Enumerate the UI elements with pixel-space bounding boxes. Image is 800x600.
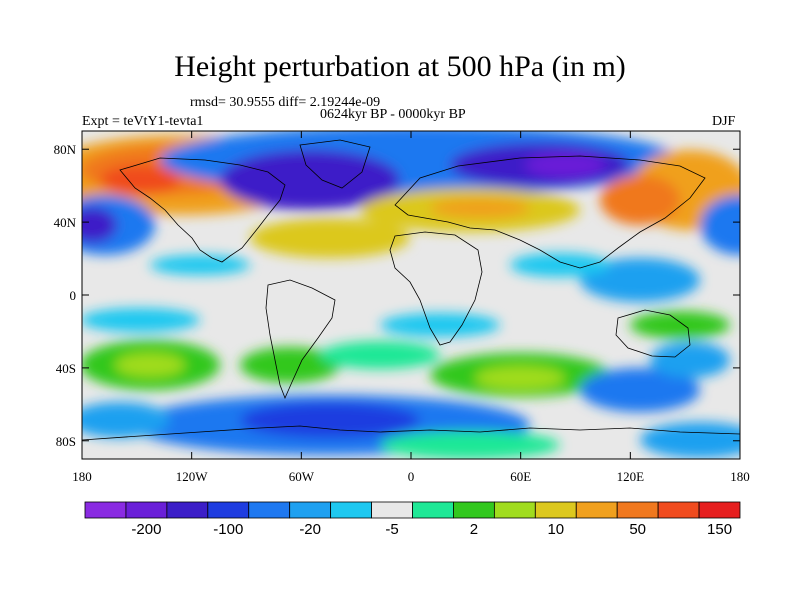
y-tick-label: 0	[70, 288, 77, 303]
colorbar-label: -20	[299, 521, 321, 538]
x-tick-label: 60E	[510, 469, 531, 484]
australia-coast	[615, 309, 691, 358]
x-tick-label: 0	[408, 469, 415, 484]
colorbar-label: 50	[629, 521, 646, 538]
antarctica-coast	[82, 425, 740, 441]
colorbar-swatch	[575, 501, 618, 519]
africa-coast	[389, 231, 483, 346]
map-title: Height perturbation at 500 hPa (in m)	[174, 50, 626, 83]
x-tick-label: 120E	[617, 469, 645, 484]
y-tick-label: 80S	[56, 434, 76, 449]
colorbar-label: -200	[131, 521, 161, 538]
period-label: 0624kyr BP - 0000kyr BP	[320, 107, 466, 122]
colorbar-label: 2	[470, 521, 478, 538]
colorbar-swatch	[166, 501, 209, 519]
colorbar-swatch	[412, 501, 454, 519]
colorbar-swatch	[616, 501, 659, 519]
colorbar-swatch	[534, 501, 577, 519]
y-axis: 80N 40N 0 40S 80S	[54, 142, 740, 449]
colorbar-swatch	[84, 501, 127, 519]
colorbar-swatch	[493, 501, 536, 519]
colorbar-swatch	[248, 501, 291, 519]
x-axis: 180 120W 60W 0 60E 120E 180	[72, 131, 750, 484]
colorbar-swatch	[657, 501, 700, 519]
x-tick-label: 60W	[289, 469, 315, 484]
season-label: DJF	[712, 114, 736, 129]
colorbar-swatch	[453, 501, 495, 519]
colorbar-label: 10	[547, 521, 564, 538]
x-tick-label: 180	[72, 469, 92, 484]
y-tick-label: 80N	[54, 142, 77, 157]
greenland-coast	[299, 139, 371, 189]
contour-field	[82, 131, 740, 459]
colorbar-label: 150	[707, 521, 732, 538]
colorbar: -200 -100 -20 -5 2 10 50 150	[84, 501, 741, 538]
experiment-label: Expt = teVtY1-tevta1	[82, 114, 204, 129]
north-america-coast	[119, 157, 286, 263]
colorbar-label: -100	[213, 521, 243, 538]
coastlines	[82, 139, 740, 441]
colorbar-swatch	[207, 501, 250, 519]
colorbar-label: -5	[385, 521, 398, 538]
y-tick-label: 40S	[56, 361, 76, 376]
colorbar-swatch	[330, 501, 372, 519]
colorbar-swatch	[698, 501, 741, 519]
colorbar-swatch	[125, 501, 168, 519]
colorbar-swatch	[371, 501, 413, 519]
y-tick-label: 40N	[54, 215, 77, 230]
south-america-coast	[265, 279, 336, 400]
stats-label: rmsd= 30.9555 diff= 2.19244e-09	[190, 95, 381, 110]
x-tick-label: 180	[730, 469, 750, 484]
x-tick-label: 120W	[176, 469, 209, 484]
colorbar-swatch	[289, 501, 332, 519]
eurasia-coast	[394, 155, 706, 269]
